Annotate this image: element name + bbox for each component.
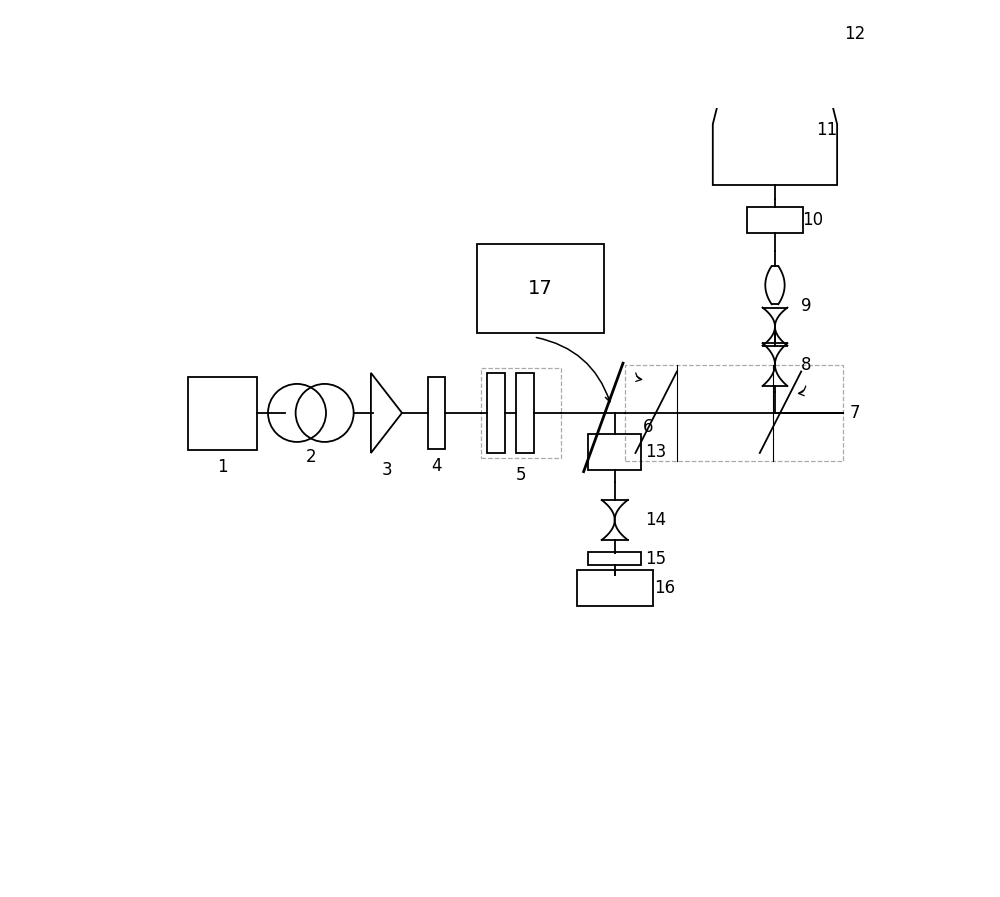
Text: 15: 15 <box>646 550 667 568</box>
Bar <box>481 368 561 457</box>
Text: 13: 13 <box>646 442 667 460</box>
Bar <box>747 207 803 233</box>
Text: 12: 12 <box>844 25 865 43</box>
Bar <box>477 244 604 334</box>
Text: 16: 16 <box>654 579 675 597</box>
Text: 14: 14 <box>646 511 667 529</box>
Text: 7: 7 <box>850 404 860 422</box>
Text: 9: 9 <box>801 297 811 315</box>
Text: 17: 17 <box>528 279 553 298</box>
Text: 3: 3 <box>381 460 392 479</box>
Bar <box>188 377 257 449</box>
Text: 8: 8 <box>801 355 811 373</box>
Text: 10: 10 <box>802 211 824 230</box>
Bar <box>428 377 445 448</box>
Text: 6: 6 <box>643 418 653 436</box>
Bar <box>588 433 641 469</box>
Bar <box>516 373 534 453</box>
Bar <box>588 553 641 565</box>
Text: 5: 5 <box>516 466 526 484</box>
Text: 2: 2 <box>306 448 316 466</box>
Text: 11: 11 <box>816 121 837 139</box>
Bar <box>625 364 843 461</box>
Bar <box>577 570 653 606</box>
Text: 1: 1 <box>217 457 228 475</box>
Bar <box>487 373 505 453</box>
Text: 4: 4 <box>431 457 442 475</box>
